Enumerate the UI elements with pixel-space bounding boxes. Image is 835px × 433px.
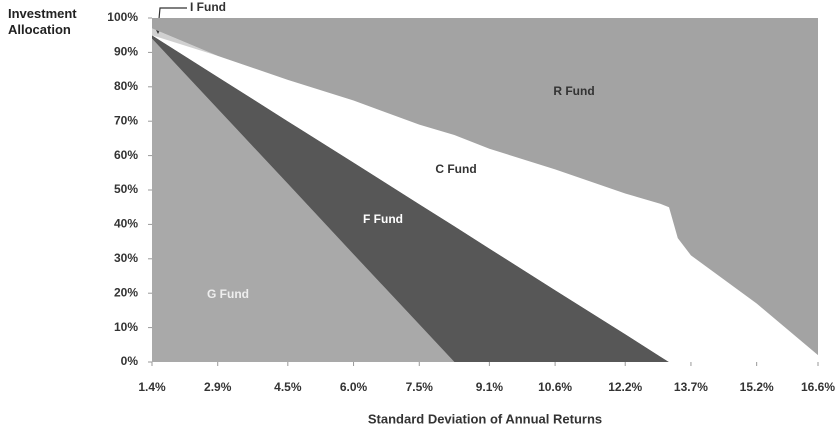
y-tick-label: 60%: [114, 148, 138, 162]
area-label: F Fund: [363, 212, 403, 226]
x-tick-label: 1.4%: [138, 380, 166, 394]
x-tick-label: 16.6%: [801, 380, 835, 394]
x-tick-label: 2.9%: [204, 380, 232, 394]
area: [152, 18, 818, 356]
area-label: R Fund: [553, 84, 594, 98]
y-tick-label: 0%: [121, 354, 139, 368]
x-tick-label: 15.2%: [740, 380, 774, 394]
x-tick-label: 4.5%: [274, 380, 302, 394]
area: [152, 35, 818, 362]
y-tick-label: 10%: [114, 320, 138, 334]
y-tick-label: 100%: [107, 10, 138, 24]
area-label: G Fund: [207, 287, 249, 301]
y-tick-label: 50%: [114, 182, 138, 196]
x-tick-label: 9.1%: [476, 380, 504, 394]
area: [152, 38, 818, 362]
x-tick-label: 13.7%: [674, 380, 708, 394]
x-tick-label: 12.2%: [608, 380, 642, 394]
y-axis-label: Investment Allocation: [8, 6, 77, 37]
x-axis-label: Standard Deviation of Annual Returns: [368, 411, 602, 426]
y-tick-label: 30%: [114, 251, 138, 265]
y-tick-label: 20%: [114, 285, 138, 299]
y-tick-label: 90%: [114, 45, 138, 59]
x-tick-label: 7.5%: [406, 380, 434, 394]
area: [152, 35, 818, 362]
area-label: C Fund: [435, 162, 476, 176]
y-tick-label: 70%: [114, 113, 138, 127]
x-tick-label: 6.0%: [340, 380, 368, 394]
y-tick-label: 80%: [114, 79, 138, 93]
y-tick-label: 40%: [114, 217, 138, 231]
x-tick-label: 10.6%: [538, 380, 572, 394]
callout-label: I Fund: [190, 0, 226, 14]
